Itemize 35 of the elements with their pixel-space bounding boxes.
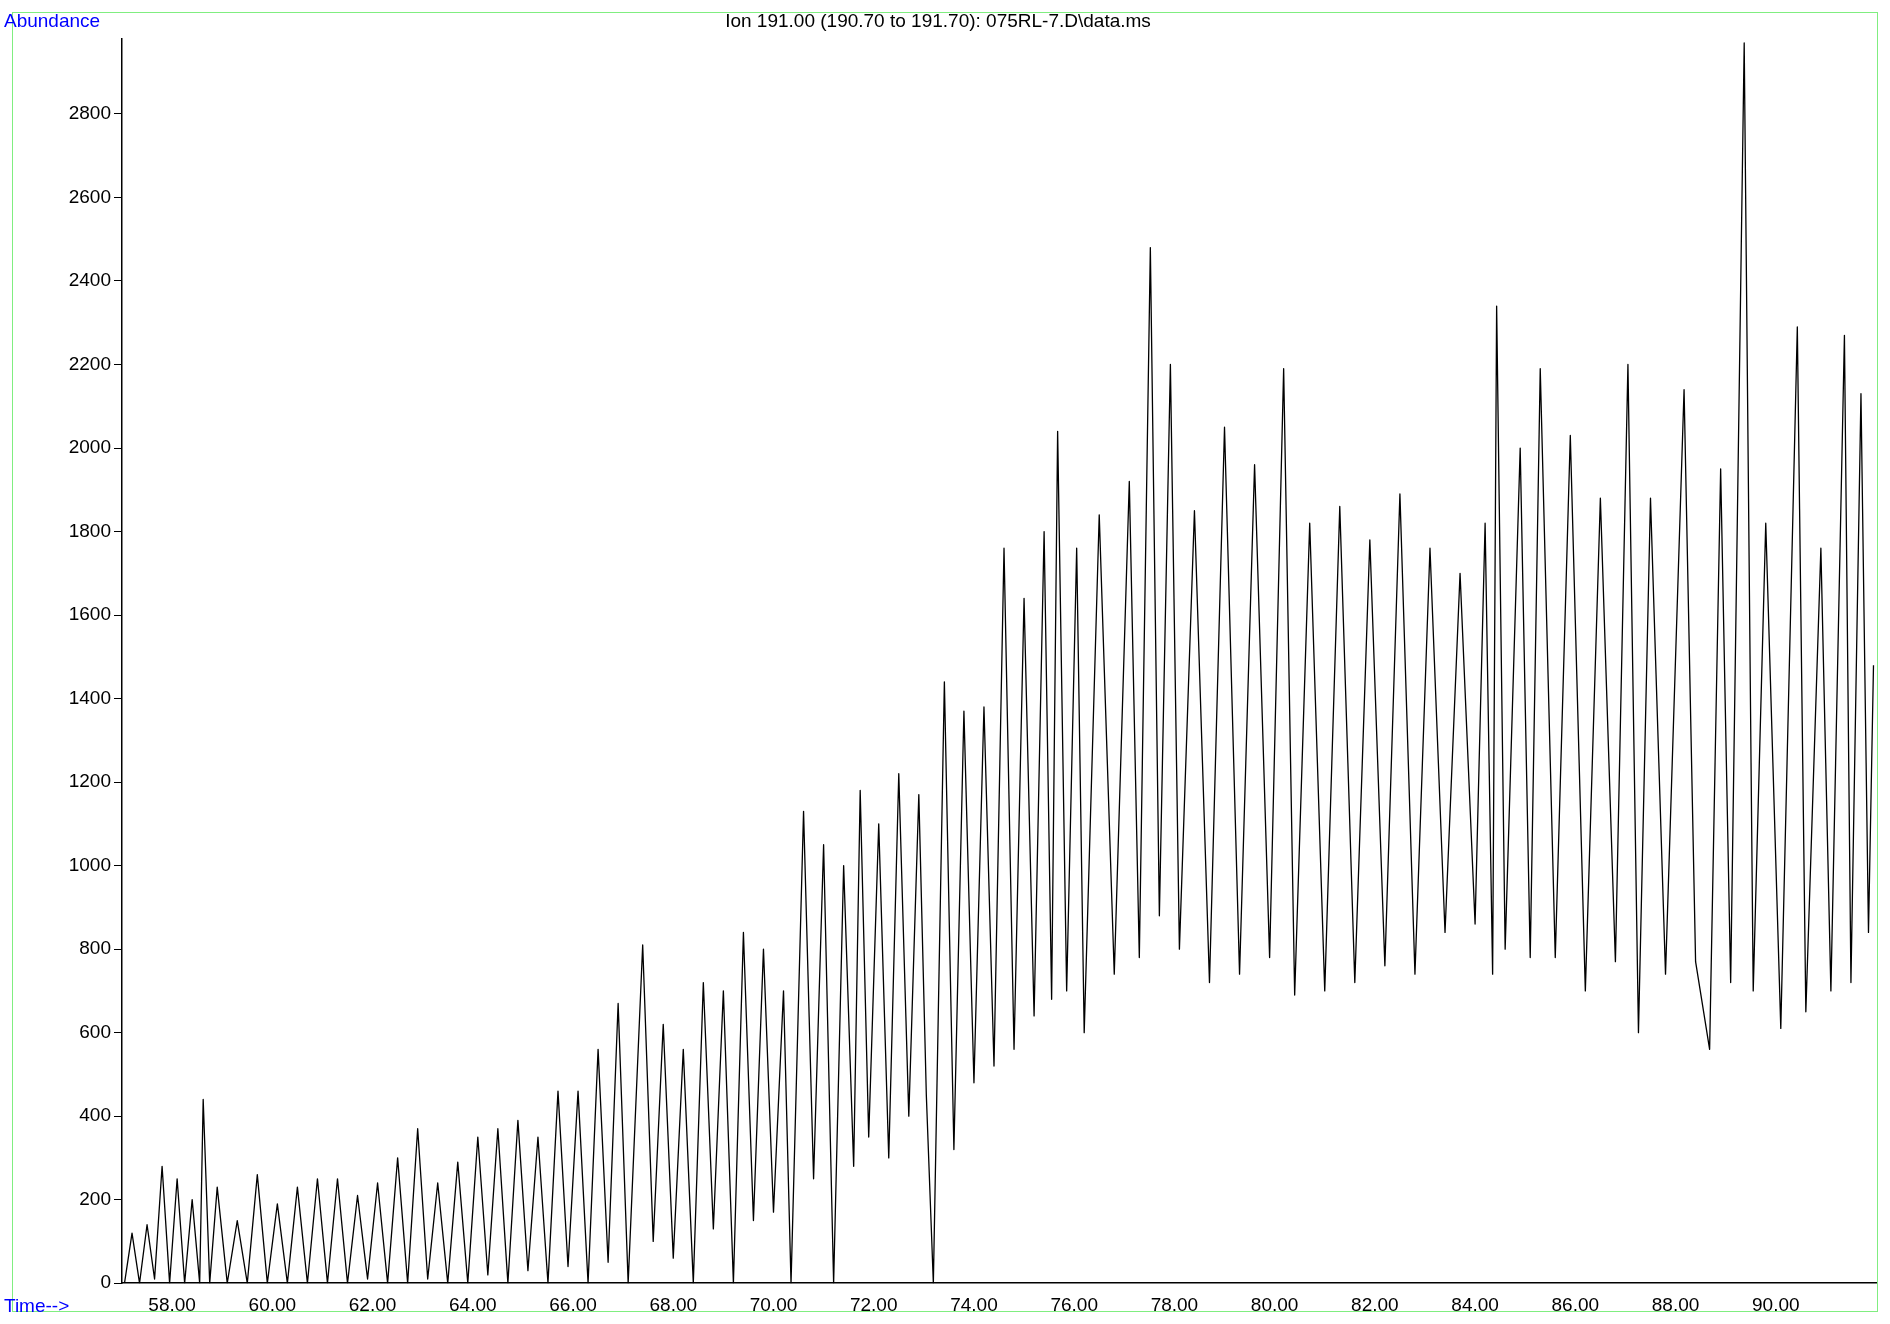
x-tick-label: 86.00 xyxy=(1551,1293,1600,1315)
y-tick-label: 2200 xyxy=(68,352,111,374)
y-tick-label: 2600 xyxy=(68,185,111,207)
y-tick-label: 600 xyxy=(79,1020,111,1042)
x-tick-label: 64.00 xyxy=(449,1293,497,1315)
y-tick-label: 1000 xyxy=(68,853,111,875)
y-tick-label: 1400 xyxy=(68,686,111,708)
x-tick-label: 74.00 xyxy=(950,1293,998,1315)
x-tick-label: 78.00 xyxy=(1150,1293,1199,1315)
y-tick-label: 2000 xyxy=(68,436,111,458)
y-tick-label: 200 xyxy=(79,1187,111,1209)
x-tick-label: 90.00 xyxy=(1752,1293,1800,1315)
y-tick-label: 1200 xyxy=(68,770,111,792)
y-tick-label: 400 xyxy=(79,1104,111,1126)
y-tick-label: 2800 xyxy=(68,102,111,124)
y-tick-label: 1800 xyxy=(68,519,111,541)
y-axis-title: Abundance xyxy=(4,9,101,31)
x-tick-label: 76.00 xyxy=(1050,1293,1098,1315)
chart-title: Ion 191.00 (190.70 to 191.70): 075RL-7.D\data.ms xyxy=(725,9,1151,31)
x-tick-label: 66.00 xyxy=(549,1293,597,1315)
y-tick-label: 1600 xyxy=(68,603,111,625)
x-tick-label: 80.00 xyxy=(1250,1293,1299,1315)
x-tick-label: 58.00 xyxy=(148,1293,196,1315)
x-tick-label: 60.00 xyxy=(248,1293,297,1315)
y-tick-label: 800 xyxy=(79,937,111,959)
x-tick-label: 88.00 xyxy=(1651,1293,1700,1315)
x-tick-label: 84.00 xyxy=(1451,1293,1499,1315)
x-axis-title: Time--> xyxy=(4,1294,70,1316)
x-tick-label: 70.00 xyxy=(749,1293,798,1315)
y-tick-label: 2400 xyxy=(68,269,111,291)
x-tick-label: 62.00 xyxy=(348,1293,397,1315)
y-tick-label: 0 xyxy=(100,1271,111,1293)
x-tick-label: 72.00 xyxy=(849,1293,898,1315)
x-tick-label: 82.00 xyxy=(1351,1293,1399,1315)
x-tick-label: 68.00 xyxy=(649,1293,698,1315)
